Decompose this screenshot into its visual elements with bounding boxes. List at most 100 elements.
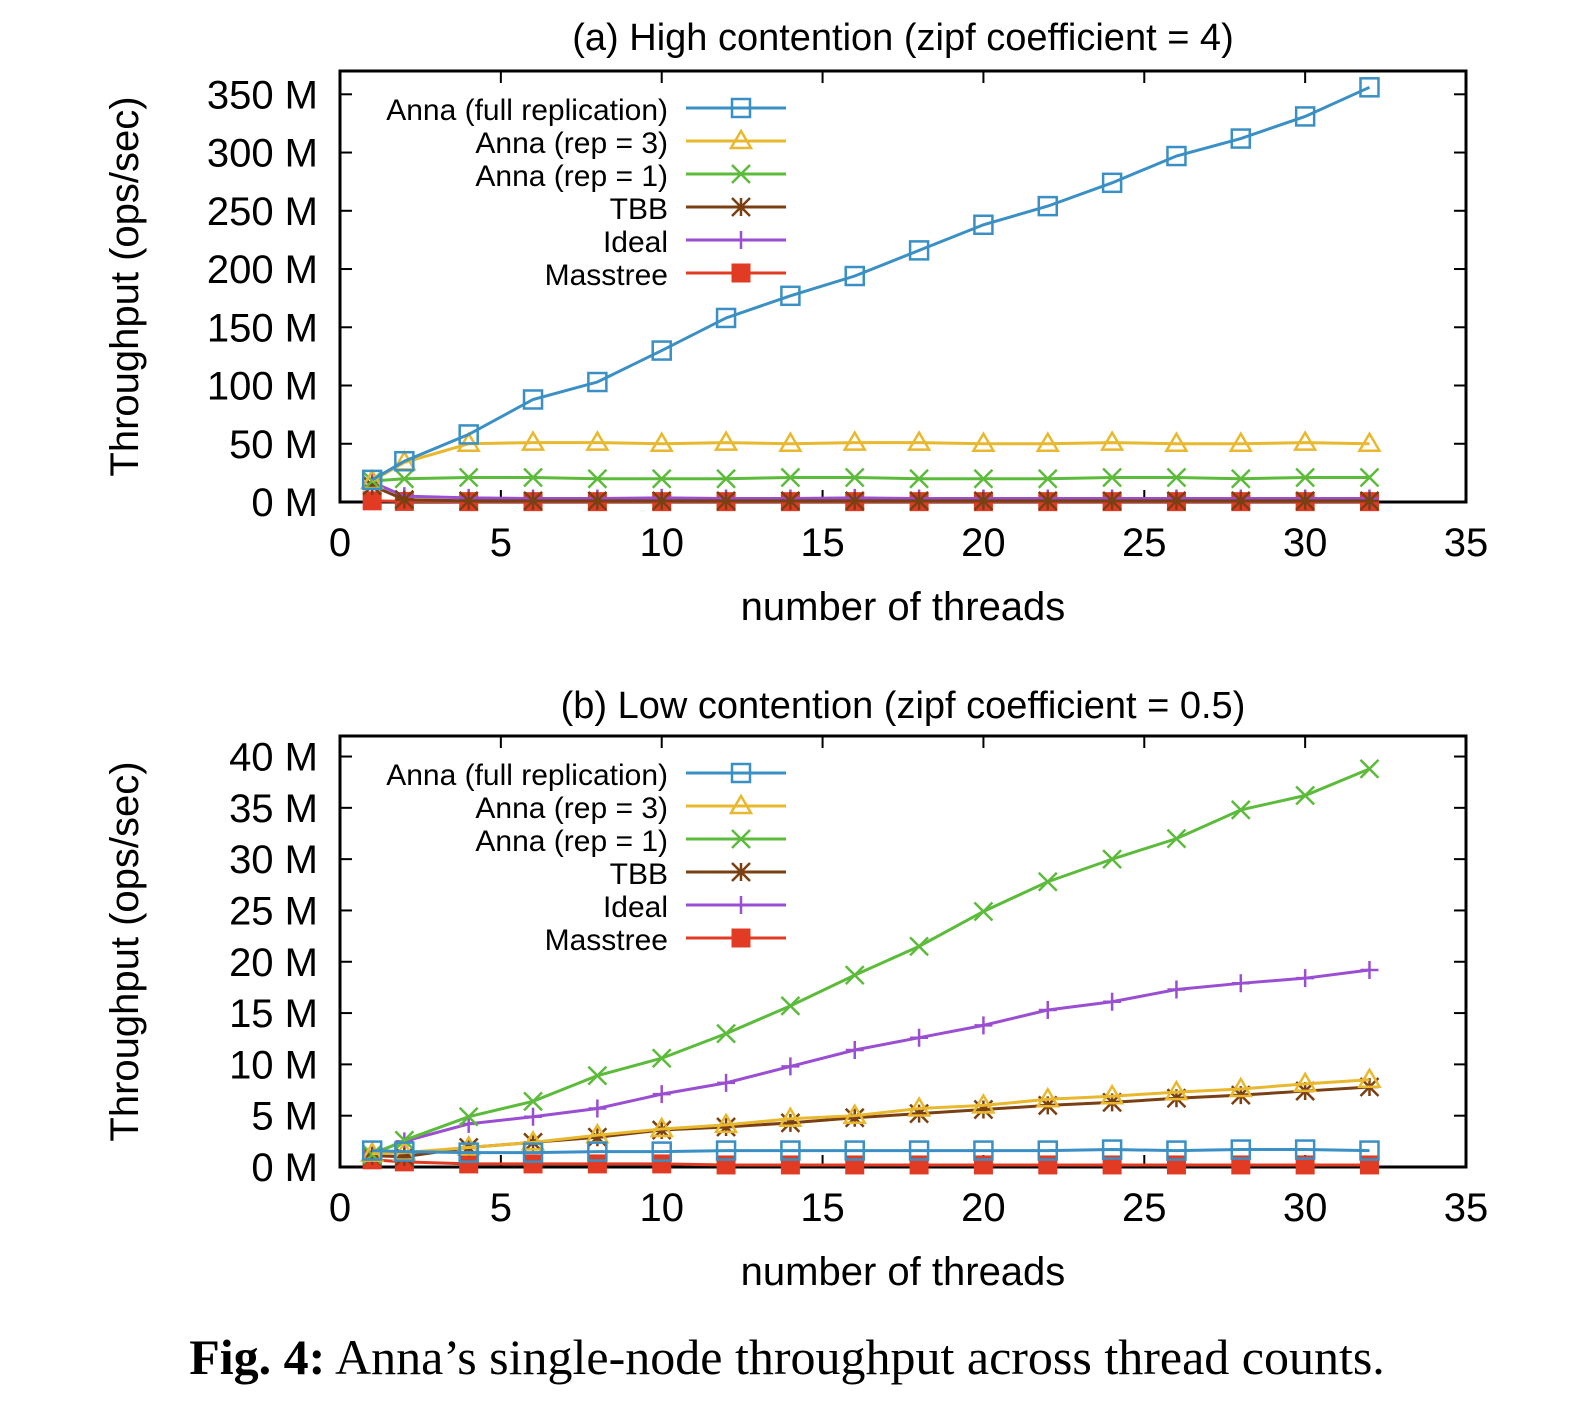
data-point [651, 1048, 672, 1069]
y-tick-label: 40 M [229, 736, 318, 780]
data-point [1359, 467, 1380, 488]
data-point [715, 307, 737, 329]
series-tbb [362, 475, 1380, 511]
figure-caption: Fig. 4: Anna’s single-node throughput ac… [0, 1328, 1574, 1386]
data-point [844, 965, 865, 985]
data-point [1295, 490, 1316, 511]
data-point [906, 430, 932, 451]
data-point [973, 1099, 994, 1120]
data-point [906, 1096, 932, 1117]
y-axis-label: Throughput (ops/sec) [103, 761, 147, 1141]
y-tick-label: 30 M [229, 838, 318, 882]
data-point [909, 936, 929, 957]
data-point [587, 1141, 608, 1162]
plot-frame [338, 734, 1468, 1169]
data-point [1228, 1076, 1253, 1098]
y-tick-label: 20 M [229, 941, 318, 985]
legend-label: Anna (rep = 3) [475, 127, 668, 160]
legend-label: TBB [610, 193, 668, 226]
data-point [1295, 467, 1316, 488]
data-point [713, 1112, 739, 1134]
data-point [780, 467, 801, 488]
data-point [717, 1073, 736, 1092]
data-point [523, 490, 543, 511]
x-tick-label: 10 [639, 1186, 684, 1230]
data-point [780, 490, 801, 511]
data-point [1228, 431, 1253, 453]
data-point [458, 1142, 479, 1163]
data-point [651, 468, 672, 489]
data-point [1357, 431, 1382, 453]
data-point [1166, 1140, 1187, 1161]
x-tick-label: 15 [800, 521, 845, 565]
data-point [1359, 1140, 1380, 1161]
data-point [844, 265, 865, 287]
data-point [585, 430, 610, 451]
series-line [372, 1078, 1370, 1156]
x-tick-label: 25 [1122, 1186, 1167, 1230]
data-point [361, 469, 383, 491]
data-point [1166, 467, 1187, 488]
data-point [1099, 1083, 1125, 1105]
y-tick-label: 15 M [229, 992, 318, 1036]
data-point [842, 430, 867, 451]
legend-label: Ideal [603, 226, 668, 259]
data-point [1231, 1155, 1251, 1175]
data-point [778, 1106, 803, 1128]
data-point [1037, 490, 1058, 511]
data-point [1103, 992, 1122, 1011]
series-anna-rep-1 [362, 467, 1380, 491]
series-line [371, 441, 1370, 483]
data-point [522, 1142, 544, 1163]
y-axis-label: Throughput (ops/sec) [103, 96, 147, 476]
data-point [1101, 1139, 1123, 1160]
data-point [1360, 960, 1379, 979]
series-line [372, 1158, 1370, 1167]
data-point [394, 450, 415, 472]
data-point [587, 371, 608, 393]
data-point [1037, 1140, 1059, 1161]
data-point [1167, 980, 1186, 999]
x-tick-label: 10 [639, 521, 684, 565]
legend: Anna (full replication)Anna (rep = 3)Ann… [386, 94, 786, 292]
legend-marker [731, 829, 751, 849]
data-point [973, 1140, 994, 1161]
data-point [1102, 849, 1122, 870]
data-point [716, 468, 736, 489]
series-line [372, 476, 1370, 483]
y-tick-label: 250 M [207, 190, 318, 234]
series-line [372, 1085, 1370, 1159]
data-point [778, 431, 803, 453]
data-point [780, 1112, 801, 1133]
data-point [1359, 758, 1380, 779]
data-point [1295, 785, 1316, 806]
data-point [1037, 871, 1058, 892]
x-axis-label: number of threads [741, 1250, 1066, 1294]
data-point [1102, 467, 1122, 488]
data-point [649, 431, 674, 453]
data-point [716, 1023, 736, 1044]
data-point [973, 468, 994, 489]
legend-label: Masstree [545, 924, 668, 957]
series-masstree [362, 1150, 1379, 1175]
data-point [587, 1127, 608, 1148]
data-point [394, 1141, 415, 1162]
x-tick-label: 20 [961, 1186, 1006, 1230]
data-point [1035, 1086, 1060, 1108]
y-tick-label: 25 M [229, 889, 318, 933]
caption-text: Anna’s single-node throughput across thr… [335, 1329, 1385, 1385]
data-point [844, 490, 865, 511]
legend-marker [732, 231, 750, 249]
data-point [973, 901, 994, 922]
legend-marker [731, 197, 751, 217]
legend-label: TBB [610, 858, 668, 891]
x-tick-label: 0 [329, 1186, 351, 1230]
data-point [522, 389, 544, 410]
data-point [651, 1141, 672, 1162]
data-point [394, 489, 415, 510]
data-point [780, 1140, 801, 1161]
data-point [844, 467, 865, 488]
data-point [1037, 468, 1058, 489]
data-point [1230, 468, 1251, 489]
data-point [394, 1146, 415, 1167]
